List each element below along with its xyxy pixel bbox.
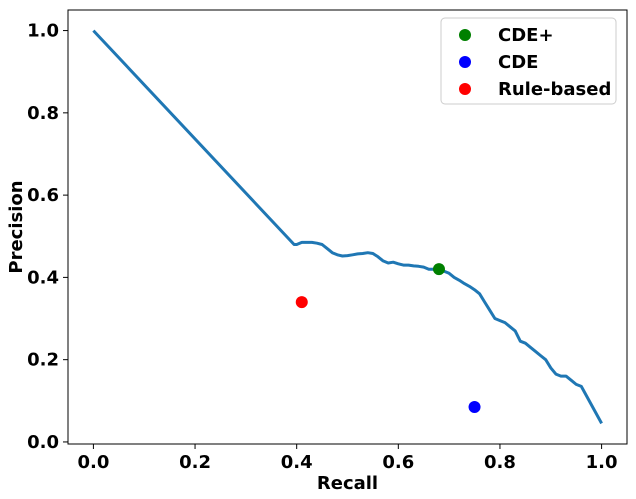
legend-label-cde-: CDE+ <box>498 25 554 46</box>
y-axis-label: Precision <box>6 180 27 273</box>
marker-cde- <box>432 263 445 276</box>
legend-marker-cde- <box>459 29 471 41</box>
x-tick-label: 0.8 <box>484 452 516 473</box>
x-tick-label: 0.6 <box>382 452 414 473</box>
x-tick-label: 0.4 <box>281 452 313 473</box>
y-tick-label: 0.8 <box>27 103 59 124</box>
legend: CDE+ CDE Rule-based <box>440 17 617 105</box>
y-tick-label: 0.2 <box>27 350 59 371</box>
x-tick-label: 0.0 <box>77 452 109 473</box>
x-tick-label: 1.0 <box>586 452 618 473</box>
x-tick-label: 0.2 <box>179 452 211 473</box>
y-tick-label: 1.0 <box>27 21 59 42</box>
axes-frame <box>67 9 628 445</box>
legend-marker-cde <box>459 56 471 68</box>
legend-label-rule-based: Rule-based <box>498 79 611 100</box>
plot-area <box>92 29 603 425</box>
y-tick-label: 0.0 <box>27 432 59 453</box>
legend-label-cde: CDE <box>498 52 538 73</box>
x-axis-label: Recall <box>317 473 378 494</box>
legend-marker-rule-based <box>459 83 471 95</box>
legend-box <box>440 17 617 105</box>
axis-ticks: 0.0 0.2 0.4 0.6 0.8 1.0 0.0 0.2 0.4 0.6 0.8 1.0 <box>27 21 617 473</box>
y-tick-label: 0.6 <box>27 185 59 206</box>
marker-cde <box>468 400 481 413</box>
marker-rule-based <box>295 296 308 309</box>
y-tick-label: 0.4 <box>27 267 59 288</box>
